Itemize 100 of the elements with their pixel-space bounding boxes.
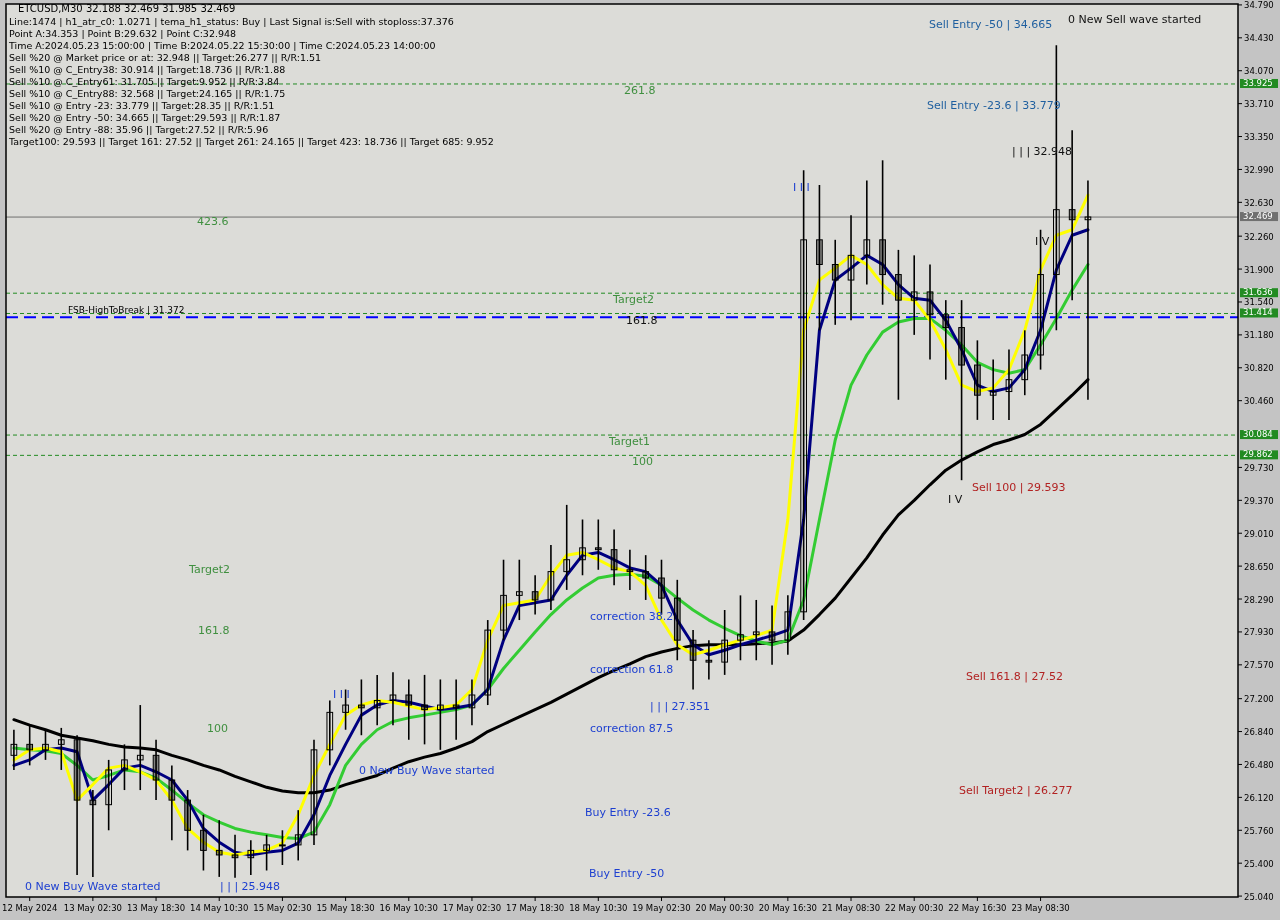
candlestick xyxy=(105,759,113,832)
candlestick xyxy=(200,813,207,872)
ref-line-label: 33.925 xyxy=(1243,77,1273,88)
ref-line-label: 30.084 xyxy=(1243,429,1273,440)
x-tick-label: 22 May 16:30 xyxy=(948,903,1007,913)
chart-title: ETCUSD,M30 32.188 32.469 31.985 32.469 xyxy=(18,3,236,14)
candlestick xyxy=(974,339,981,421)
candlestick xyxy=(642,554,650,601)
candlestick xyxy=(263,834,270,872)
candlestick xyxy=(895,249,902,401)
candlestick xyxy=(1037,228,1044,371)
y-tick-label: 25.040 xyxy=(1244,891,1274,902)
candlestick xyxy=(389,671,397,726)
annotation: | | | 27.351 xyxy=(650,700,711,713)
ref-line-label: 29.862 xyxy=(1243,449,1273,460)
annotation: Target100: 29.593 || Target 161: 27.52 || Target 261: 24.165 || Target 423: 18.736 || Target 685: 9.952 xyxy=(8,136,494,147)
annotation: Line:1474 | h1_atr_c0: 1.0271 | tema_h1_status: Buy | Last Signal is:Sell with stoploss:37.376 xyxy=(9,16,454,27)
candlestick xyxy=(863,179,871,286)
candlestick xyxy=(231,834,239,879)
candlestick xyxy=(942,299,950,381)
candlestick xyxy=(531,574,539,616)
x-tick-label: 13 May 18:30 xyxy=(126,903,186,913)
candlestick xyxy=(373,674,381,726)
candlestick xyxy=(452,678,460,741)
candlestick xyxy=(1021,329,1029,396)
annotation: 100 xyxy=(207,722,228,735)
candlestick xyxy=(326,699,334,767)
annotation: Sell %10 @ C_Entry61: 31.705 || Target:9.952 || R/R:3.84 xyxy=(9,76,280,87)
candlestick xyxy=(421,674,428,746)
annotation: 261.8 xyxy=(624,84,656,97)
candlestick xyxy=(136,704,144,791)
candlestick xyxy=(547,544,555,611)
candlestick xyxy=(247,839,255,876)
candlestick xyxy=(800,169,807,621)
y-tick-label: 27.570 xyxy=(1244,660,1274,671)
candlestick xyxy=(121,743,128,791)
y-tick-label: 34.070 xyxy=(1244,66,1274,77)
candlestick xyxy=(594,518,602,571)
annotation: I V xyxy=(1035,235,1050,248)
candlestick xyxy=(816,184,823,332)
y-tick-label: 28.290 xyxy=(1244,594,1274,605)
x-tick-label: 17 May 02:30 xyxy=(442,903,502,913)
annotation: Buy Entry -23.6 xyxy=(585,806,671,819)
candlestick xyxy=(184,789,191,852)
candlestick xyxy=(89,789,97,878)
annotation: | | | 25.948 xyxy=(220,880,281,893)
y-tick-label: 28.650 xyxy=(1244,561,1274,572)
x-tick-label: 16 May 10:30 xyxy=(379,903,438,913)
candlestick xyxy=(689,629,697,691)
x-tick-label: 20 May 00:30 xyxy=(695,903,754,913)
y-tick-label: 33.350 xyxy=(1244,132,1274,143)
candlestick xyxy=(515,558,523,621)
y-tick-label: 31.540 xyxy=(1244,297,1274,308)
candlestick xyxy=(484,619,492,706)
annotation: Sell %10 @ C_Entry38: 30.914 || Target:18.736 || R/R:1.88 xyxy=(9,64,286,75)
candlestick xyxy=(831,239,839,326)
annotation: I I I xyxy=(793,181,810,194)
candlestick xyxy=(626,548,634,591)
ref-line-label: FSB-HighToBreak | 31.372 xyxy=(68,305,185,316)
candlestick xyxy=(926,263,934,361)
annotation: Sell %10 @ Entry -23: 33.779 || Target:28.35 || R/R:1.51 xyxy=(9,100,275,111)
candlestick xyxy=(500,558,507,641)
ref-line-label: 31.414 xyxy=(1243,307,1273,318)
candlestick xyxy=(705,639,713,681)
candlestick xyxy=(910,254,918,336)
y-tick-label: 32.990 xyxy=(1244,164,1274,175)
ref-line-label: 32.469 xyxy=(1243,211,1273,222)
ref-line-label: 31.636 xyxy=(1243,287,1273,298)
candlestick xyxy=(673,579,681,662)
annotation: 0 New Sell wave started xyxy=(1068,13,1202,26)
y-tick-label: 31.180 xyxy=(1244,330,1274,341)
y-tick-label: 32.260 xyxy=(1244,231,1274,242)
y-tick-label: 30.460 xyxy=(1244,396,1274,407)
x-tick-label: 21 May 08:30 xyxy=(821,903,881,913)
annotation: correction 87.5 xyxy=(590,722,674,735)
y-tick-label: 26.840 xyxy=(1244,727,1274,738)
y-tick-label: 33.710 xyxy=(1244,99,1274,110)
annotation: Sell 100 | 29.593 xyxy=(972,481,1066,494)
y-tick-label: 30.820 xyxy=(1244,363,1274,374)
candlestick xyxy=(468,678,476,726)
candlestick xyxy=(279,829,286,866)
candlestick xyxy=(737,594,744,662)
annotation: 100 xyxy=(632,455,653,468)
candlestick xyxy=(294,809,302,862)
annotation: Sell Target2 | 26.277 xyxy=(959,784,1073,797)
annotation: Target1 xyxy=(608,435,651,448)
candlestick xyxy=(768,604,776,666)
annotation: Buy Entry -50 xyxy=(589,867,665,880)
x-tick-label: 20 May 16:30 xyxy=(758,903,817,913)
x-tick-label: 13 May 02:30 xyxy=(63,903,123,913)
x-tick-label: 18 May 10:30 xyxy=(569,903,628,913)
x-tick-label: 15 May 18:30 xyxy=(316,903,375,913)
annotation: 161.8 xyxy=(198,624,230,637)
candlestick xyxy=(1005,348,1013,421)
x-tick-label: 12 May 2024 xyxy=(1,903,58,913)
candlestick xyxy=(168,764,176,842)
y-tick-label: 25.400 xyxy=(1244,858,1274,869)
x-tick-label: 17 May 18:30 xyxy=(505,903,565,913)
candlestick xyxy=(405,678,413,741)
candlestick xyxy=(215,819,223,878)
